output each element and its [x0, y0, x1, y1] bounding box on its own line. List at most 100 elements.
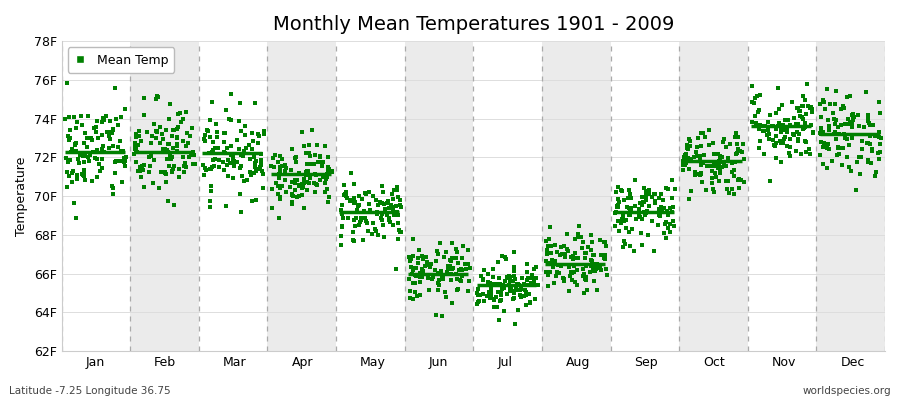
Point — [249, 168, 264, 174]
Point — [860, 115, 875, 122]
Point — [618, 240, 633, 247]
Point — [590, 263, 604, 270]
Point — [310, 181, 324, 187]
Point — [477, 267, 491, 274]
Point — [706, 162, 721, 168]
Point — [869, 169, 884, 175]
Point — [61, 114, 76, 120]
Point — [413, 270, 428, 276]
Point — [454, 278, 469, 284]
Point — [72, 160, 86, 166]
Point — [69, 140, 84, 146]
Point — [431, 280, 446, 286]
Point — [211, 144, 225, 151]
Point — [252, 133, 266, 140]
Point — [450, 249, 464, 255]
Point — [865, 122, 879, 128]
Point — [406, 265, 420, 271]
Point — [586, 264, 600, 270]
Point — [375, 211, 390, 218]
Point — [223, 160, 238, 166]
Point — [517, 281, 531, 287]
Point — [716, 160, 731, 166]
Point — [116, 159, 130, 166]
Point — [528, 264, 543, 271]
Point — [524, 280, 538, 286]
Point — [732, 184, 746, 191]
Point — [873, 140, 887, 147]
Point — [761, 118, 776, 125]
Point — [498, 278, 512, 284]
Point — [484, 287, 499, 294]
Point — [176, 154, 190, 160]
Point — [119, 154, 133, 160]
Point — [89, 173, 104, 180]
Point — [694, 130, 708, 136]
Point — [224, 151, 238, 158]
Point — [556, 277, 571, 284]
Point — [451, 286, 465, 292]
Point — [697, 152, 711, 158]
Point — [248, 158, 263, 164]
Point — [128, 140, 142, 146]
Point — [760, 127, 775, 133]
Point — [337, 192, 351, 198]
Point — [172, 166, 186, 172]
Point — [802, 146, 816, 152]
Point — [587, 252, 601, 258]
Point — [528, 296, 543, 302]
Point — [384, 190, 399, 197]
Point — [65, 170, 79, 177]
Point — [785, 98, 799, 105]
Point — [590, 286, 605, 293]
Point — [804, 122, 818, 128]
Point — [513, 287, 527, 294]
Point — [203, 188, 218, 194]
Point — [584, 263, 598, 269]
Point — [432, 277, 446, 283]
Point — [695, 179, 709, 185]
Point — [251, 166, 266, 172]
Point — [333, 242, 347, 248]
Point — [470, 289, 484, 296]
Point — [599, 271, 614, 278]
Point — [821, 116, 835, 123]
Point — [804, 104, 818, 110]
Point — [773, 129, 788, 135]
Point — [393, 196, 408, 203]
Point — [627, 248, 642, 254]
Point — [403, 258, 418, 264]
Point — [822, 145, 836, 152]
Point — [450, 260, 464, 266]
Point — [215, 159, 230, 165]
Point — [76, 158, 91, 165]
Point — [514, 294, 528, 300]
Point — [731, 134, 745, 140]
Point — [815, 129, 830, 136]
Point — [485, 274, 500, 280]
Point — [177, 169, 192, 175]
Point — [271, 191, 285, 197]
Point — [220, 107, 234, 113]
Point — [127, 151, 141, 158]
Point — [288, 177, 302, 183]
Point — [403, 256, 418, 262]
Point — [509, 281, 524, 288]
Point — [841, 154, 855, 160]
Point — [230, 158, 244, 165]
Point — [382, 205, 396, 211]
Point — [352, 202, 366, 208]
Point — [544, 250, 559, 256]
Point — [284, 179, 299, 186]
Point — [798, 97, 813, 103]
Point — [356, 236, 371, 243]
Point — [841, 115, 855, 122]
Point — [726, 191, 741, 197]
Point — [575, 245, 590, 251]
Point — [450, 287, 464, 294]
Point — [435, 312, 449, 319]
Point — [593, 267, 608, 274]
Point — [377, 206, 392, 212]
Point — [433, 240, 447, 247]
Point — [414, 253, 428, 260]
